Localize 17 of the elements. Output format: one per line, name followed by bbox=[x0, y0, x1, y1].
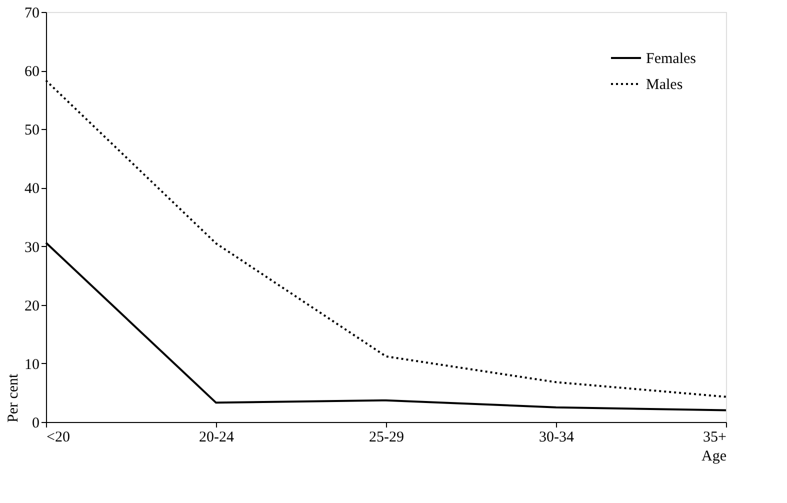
x-tick-label: 20-24 bbox=[199, 430, 234, 446]
y-tick-label: 0 bbox=[32, 416, 40, 432]
y-tick-label: 50 bbox=[24, 122, 40, 139]
y-tick-label: 70 bbox=[24, 6, 40, 22]
legend-label: Males bbox=[646, 77, 683, 93]
legend-label: Females bbox=[646, 51, 696, 67]
y-axis-title: Per cent bbox=[6, 372, 22, 422]
x-tick-label: <20 bbox=[46, 430, 70, 446]
y-tick-label: 30 bbox=[24, 240, 40, 256]
x-tick-label: 30-34 bbox=[539, 430, 574, 446]
x-tick-label: 25-29 bbox=[369, 430, 404, 446]
x-tick-label: 35+ bbox=[703, 430, 726, 446]
y-tick-label: 10 bbox=[24, 356, 40, 373]
x-axis-title: Age bbox=[702, 448, 727, 464]
y-tick-label: 40 bbox=[24, 181, 40, 198]
y-tick-label: 60 bbox=[24, 64, 40, 80]
y-tick-label: 20 bbox=[24, 298, 40, 314]
